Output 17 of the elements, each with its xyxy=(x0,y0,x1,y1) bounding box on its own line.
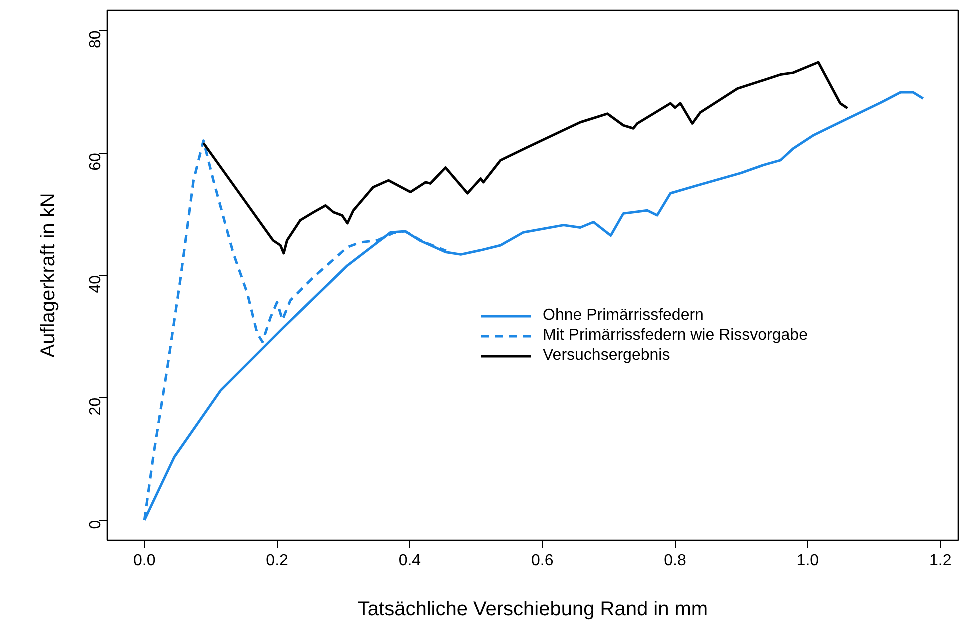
x-tick-label: 0.8 xyxy=(664,552,686,570)
x-tick-label: 0.2 xyxy=(266,552,289,570)
y-axis-title: Auflagerkraft in kN xyxy=(38,193,60,358)
legend-label: Ohne Primärrissfedern xyxy=(543,307,704,325)
x-tick-label: 1.0 xyxy=(796,552,820,570)
legend-label: Versuchsergebnis xyxy=(543,347,670,365)
x-axis-title: Tatsächliche Verschiebung Rand in mm xyxy=(358,598,708,620)
x-tick-label: 0.4 xyxy=(398,552,422,570)
y-tick-label: 0 xyxy=(88,520,104,530)
x-tick-label: 0.0 xyxy=(134,552,156,570)
x-tick-label: 0.6 xyxy=(531,552,554,570)
x-tick-label: 1.2 xyxy=(929,552,952,570)
y-tick-label: 40 xyxy=(88,275,104,294)
y-tick-label: 20 xyxy=(88,398,104,416)
y-tick-label: 80 xyxy=(88,30,104,48)
legend-label: Mit Primärrissfedern wie Rissvorgabe xyxy=(543,327,808,345)
y-tick-label: 60 xyxy=(88,152,104,171)
